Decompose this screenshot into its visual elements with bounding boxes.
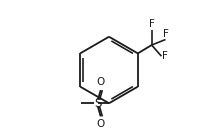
Text: S: S: [94, 97, 102, 110]
Text: O: O: [97, 119, 105, 129]
Text: F: F: [163, 29, 169, 39]
Text: F: F: [149, 19, 155, 29]
Text: F: F: [162, 51, 168, 61]
Text: O: O: [97, 77, 105, 87]
